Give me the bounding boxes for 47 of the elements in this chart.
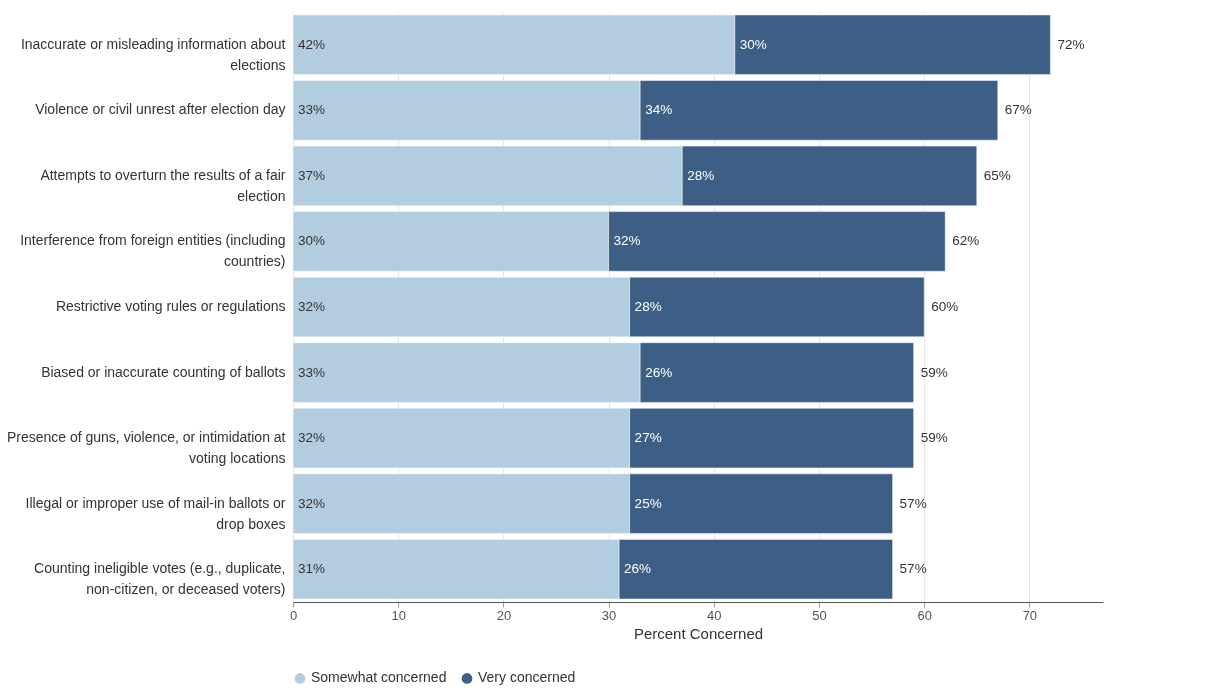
total-label: 59%: [920, 430, 948, 446]
data-label: 32%: [298, 495, 326, 511]
total-label: 65%: [983, 167, 1011, 183]
data-label: 26%: [645, 364, 673, 380]
data-label: 27%: [634, 430, 662, 446]
x-tick-label: 40: [707, 607, 722, 623]
x-tick-label: 10: [391, 607, 406, 623]
data-label: 42%: [298, 36, 326, 52]
data-label: 31%: [298, 561, 326, 577]
y-tick-label: Violence or civil unrest after election day: [35, 101, 286, 118]
data-label: 32%: [298, 299, 326, 314]
data-label: 37%: [298, 167, 326, 183]
total-label: 67%: [1004, 102, 1032, 118]
legend-label: Very concerned: [478, 669, 576, 686]
total-label: 62%: [952, 233, 980, 249]
y-tick-label: Interference from foreign entities (including countries): [20, 232, 286, 270]
y-tick-label: Restrictive voting rules or regulations: [55, 298, 286, 314]
y-tick-label: Counting ineligible votes (e.g., duplicate, non-citizen, or deceased voters): [34, 560, 286, 598]
data-label: 28%: [687, 167, 715, 183]
x-tick-label: 60: [917, 607, 932, 623]
data-label: 28%: [634, 299, 662, 314]
x-tick-label: 0: [289, 607, 298, 623]
data-label: 32%: [613, 233, 641, 249]
data-label: 34%: [645, 102, 673, 118]
x-tick-label: 30: [601, 607, 617, 623]
legend-label: Somewhat concerned: [311, 669, 447, 686]
y-tick-label: Inaccurate or misleading information about elections: [20, 35, 286, 73]
total-label: 59%: [920, 364, 948, 380]
data-label: 33%: [298, 102, 326, 118]
data-label: 25%: [634, 495, 662, 511]
data-label: 26%: [624, 561, 652, 577]
y-tick-label: Biased or inaccurate counting of ballots: [41, 363, 286, 380]
x-axis-title: Percent Concerned: [633, 624, 764, 642]
y-tick-label: Illegal or improper use of mail-in ballots or drop boxes: [25, 494, 286, 532]
data-label: 30%: [298, 233, 326, 249]
total-label: 60%: [931, 299, 959, 314]
total-label: 57%: [899, 561, 927, 577]
x-tick-label: 70: [1022, 607, 1038, 623]
total-label: 72%: [1057, 36, 1085, 52]
x-tick-label: 50: [812, 607, 827, 623]
total-label: 57%: [899, 495, 927, 511]
y-tick-label: Attempts to overturn the results of a fair election: [40, 166, 286, 204]
data-label: 32%: [298, 430, 326, 446]
data-label: 30%: [739, 36, 767, 52]
data-label: 33%: [298, 364, 326, 380]
y-tick-label: Presence of guns, violence, or intimidation at voting locations: [6, 429, 286, 467]
x-tick-label: 20: [496, 607, 512, 623]
